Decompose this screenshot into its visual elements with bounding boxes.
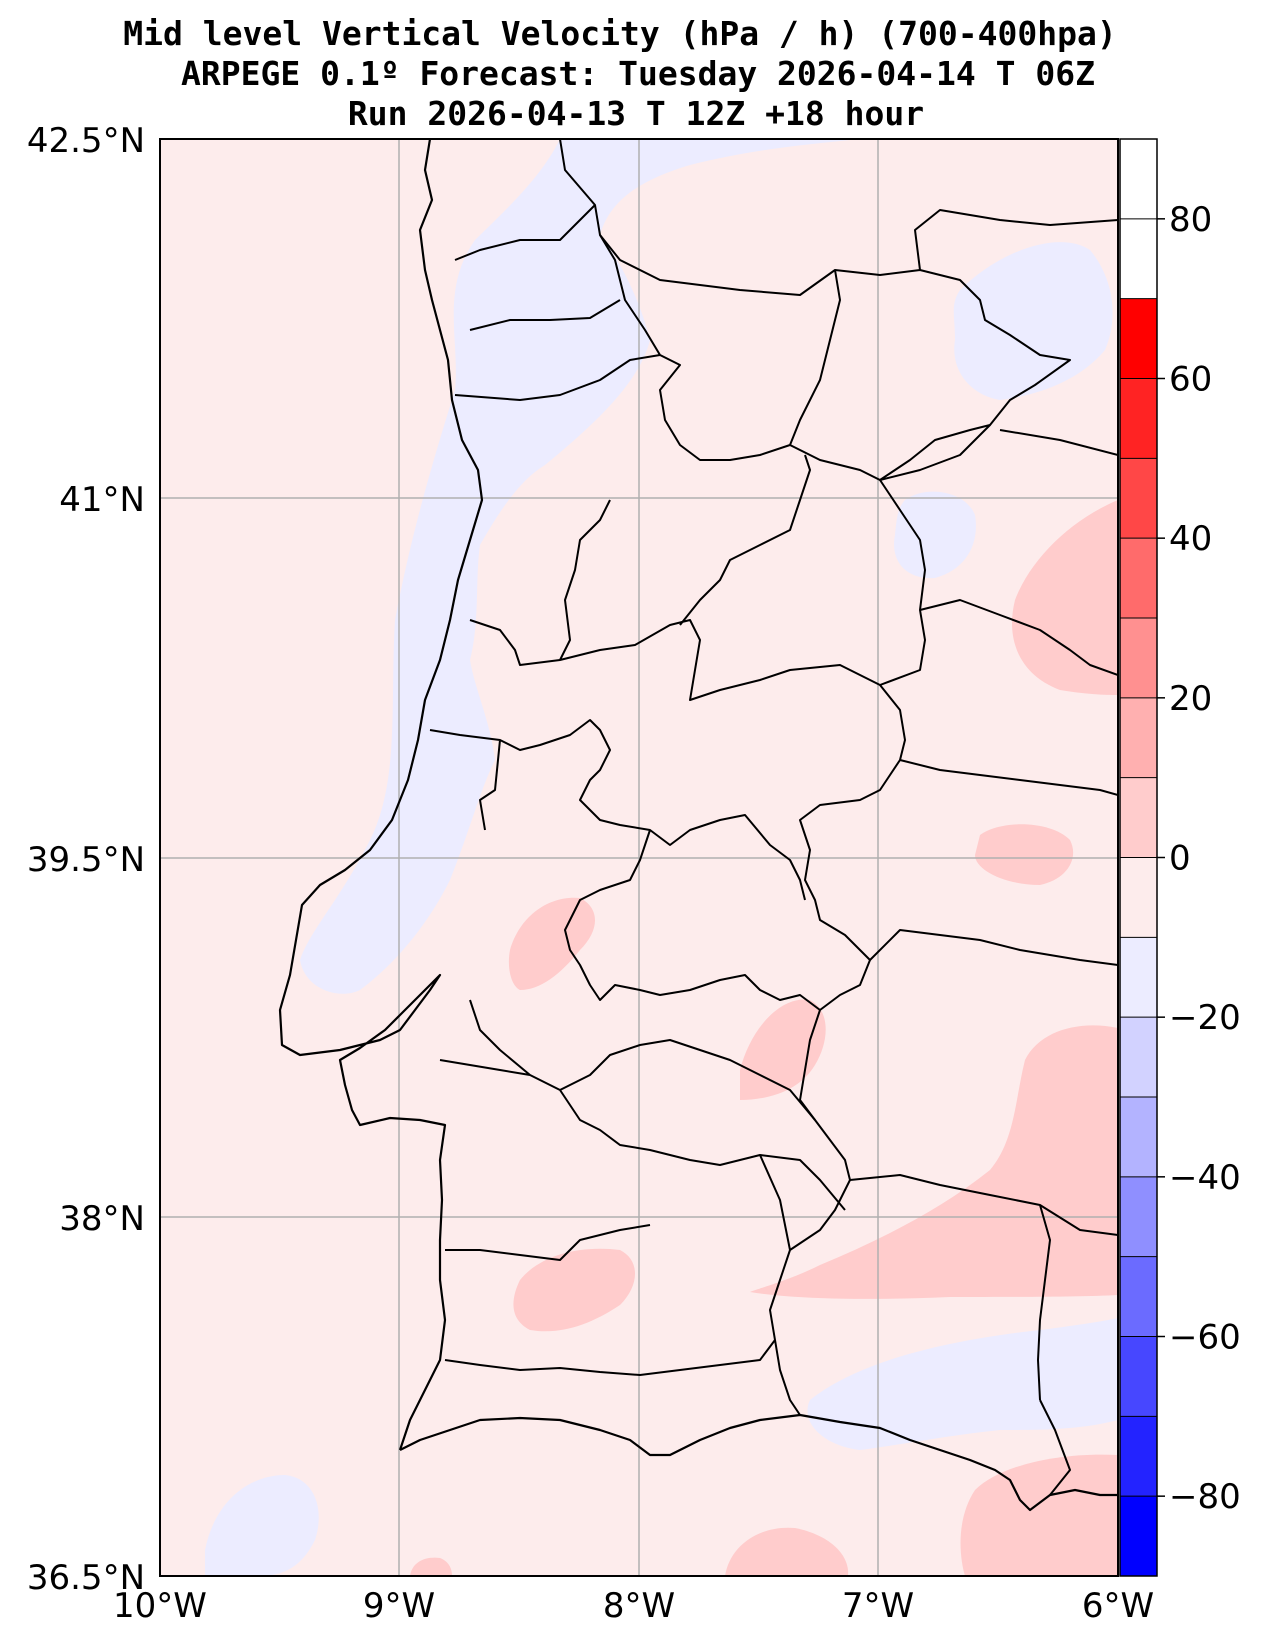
latitude-axis: 42.5°N 41°N 39.5°N 38°N 36.5°N — [27, 121, 145, 1598]
lon-tick-label: 6°W — [1082, 1586, 1154, 1626]
positive-region-farsoutheast — [960, 1454, 1118, 1576]
colorbar-swatch — [1120, 857, 1157, 938]
lat-tick-label: 39.5°N — [27, 840, 145, 880]
positive-region-farsouth — [725, 1527, 849, 1576]
colorbar-tick-label: 0 — [1169, 839, 1191, 879]
colorbar-swatch — [1120, 937, 1157, 1018]
negative-region-southwest — [205, 1475, 319, 1576]
colorbar-swatch — [1120, 618, 1157, 698]
internal-borders-south — [439, 999, 1118, 1376]
colorbar-swatch — [1120, 1256, 1157, 1337]
colorbar: 80 60 40 20 0 −20 −40 −60 −80 — [1119, 138, 1241, 1577]
internal-borders-north — [454, 204, 1118, 481]
lat-tick-label: 42.5°N — [27, 121, 145, 161]
colorbar-swatch — [1120, 1017, 1157, 1097]
colorbar-swatch — [1120, 1416, 1157, 1497]
spain-portugal-border — [559, 139, 1071, 1416]
positive-region-mideast — [975, 824, 1074, 885]
positive-region-south — [513, 1248, 635, 1332]
colorbar-swatch — [1120, 458, 1157, 539]
longitude-axis: 10°W 9°W 8°W 7°W 6°W — [113, 1586, 1154, 1626]
lat-tick-label: 38°N — [59, 1199, 145, 1239]
colorbar-swatch — [1120, 1496, 1157, 1576]
lat-tick-label: 36.5°N — [27, 1558, 145, 1598]
internal-borders-central — [429, 454, 881, 1011]
colorbar-swatch — [1120, 378, 1157, 459]
colorbar-tick-label: 60 — [1169, 360, 1212, 400]
contour-fields — [205, 139, 1118, 1576]
colorbar-tick-label: −80 — [1169, 1477, 1241, 1517]
colorbar-swatch — [1120, 1336, 1157, 1417]
colorbar-tick-label: 20 — [1169, 679, 1212, 719]
lon-tick-label: 8°W — [603, 1586, 675, 1626]
title-line-2: ARPEGE 0.1º Forecast: Tuesday 2026-04-14… — [181, 54, 1095, 93]
graticule — [160, 139, 1118, 1576]
colorbar-tick-label: 80 — [1169, 200, 1212, 240]
coastline-west — [278, 139, 484, 1451]
positive-region-southeast — [750, 1025, 1118, 1299]
colorbar-swatch — [1120, 538, 1157, 618]
colorbar-swatch — [1120, 697, 1157, 778]
colorbar-tick-label: −20 — [1169, 998, 1241, 1038]
colorbar-tick-label: −40 — [1169, 1158, 1241, 1198]
negative-region-northeast — [953, 242, 1113, 400]
lon-tick-label: 9°W — [363, 1586, 435, 1626]
colorbar-tick-label: −60 — [1169, 1318, 1241, 1358]
colorbar-swatch — [1120, 777, 1157, 858]
negative-region-coastal — [300, 139, 860, 994]
title-line-3: Run 2026-04-13 T 12Z +18 hour — [348, 94, 924, 133]
colorbar-swatch — [1120, 298, 1157, 379]
title-line-1: Mid level Vertical Velocity (hPa / h) (7… — [123, 14, 1116, 53]
lat-tick-label: 41°N — [59, 480, 145, 520]
positive-region-northeast — [1012, 500, 1118, 695]
internal-borders-east — [869, 599, 1118, 1496]
colorbar-swatch — [1120, 1097, 1157, 1177]
positive-region-bottom — [410, 1557, 452, 1576]
negative-region-south — [807, 1318, 1118, 1450]
negative-region-east — [894, 491, 976, 579]
coastlines-and-borders — [278, 139, 1118, 1512]
positive-region-westcentral — [508, 897, 595, 990]
map-frame — [159, 138, 1119, 1577]
lon-tick-label: 10°W — [113, 1586, 207, 1626]
map-panel — [159, 138, 1119, 1577]
lon-tick-label: 7°W — [842, 1586, 914, 1626]
colorbar-swatch — [1120, 1176, 1157, 1257]
colorbar-tick-label: 40 — [1169, 519, 1212, 559]
